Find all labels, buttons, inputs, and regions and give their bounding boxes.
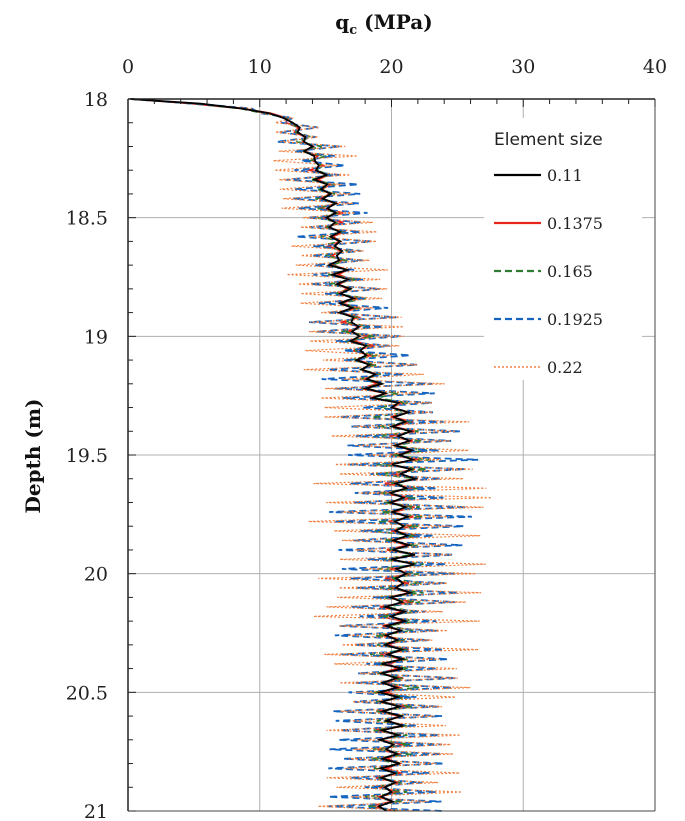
x-tick-label: 30	[511, 56, 535, 78]
y-tick-label: 20.5	[66, 682, 108, 704]
x-tick-label: 10	[248, 56, 272, 78]
x-tick-label: 20	[379, 56, 403, 78]
legend-background	[484, 118, 642, 380]
legend-label: 0.1925	[547, 310, 603, 329]
y-tick-label: 20	[84, 564, 108, 586]
x-tick-label: 0	[122, 56, 134, 78]
legend-label: 0.11	[547, 166, 583, 185]
y-tick-label: 19	[84, 326, 108, 348]
legend-label: 0.165	[547, 262, 593, 281]
legend-label: 0.1375	[547, 214, 603, 233]
legend: Element size 0.11 0.1375 0.165 0.1925 0.22	[484, 118, 642, 380]
y-tick-label: 18.5	[66, 208, 108, 230]
x-tick-label: 40	[643, 56, 667, 78]
legend-label: 0.22	[547, 358, 583, 377]
y-tick-label: 21	[84, 801, 108, 821]
y-tick-label: 18	[84, 89, 108, 111]
legend-title: Element size	[494, 130, 603, 150]
y-tick-label: 19.5	[66, 445, 108, 467]
y-axis-title: Depth (m)	[21, 399, 45, 514]
